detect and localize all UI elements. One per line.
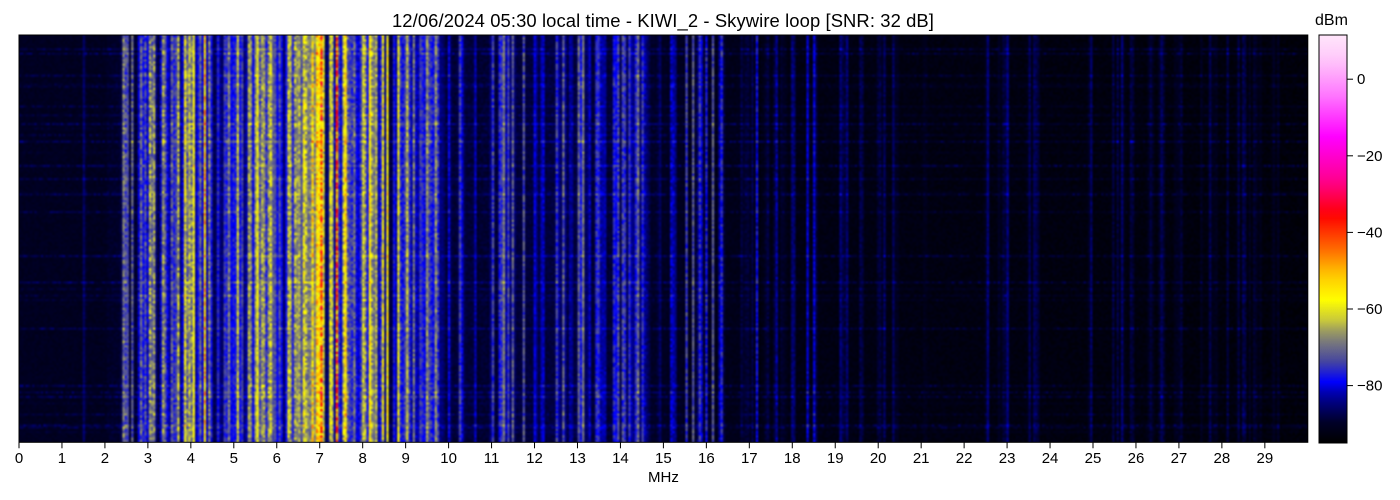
svg-text:10: 10 (440, 450, 457, 467)
svg-text:29: 29 (1256, 450, 1273, 467)
svg-text:21: 21 (913, 450, 930, 467)
svg-text:1: 1 (58, 450, 66, 467)
svg-text:23: 23 (999, 450, 1016, 467)
svg-text:8: 8 (359, 450, 367, 467)
svg-text:6: 6 (273, 450, 281, 467)
svg-text:9: 9 (401, 450, 409, 467)
svg-text:14: 14 (612, 450, 629, 467)
svg-text:18: 18 (784, 450, 801, 467)
svg-text:16: 16 (698, 450, 715, 467)
svg-text:3: 3 (144, 450, 152, 467)
svg-text:13: 13 (569, 450, 586, 467)
svg-text:17: 17 (741, 450, 758, 467)
svg-text:−40: −40 (1357, 224, 1382, 241)
svg-text:11: 11 (484, 450, 500, 467)
svg-text:26: 26 (1128, 450, 1145, 467)
svg-text:20: 20 (870, 450, 887, 467)
svg-text:−60: −60 (1357, 301, 1382, 318)
svg-text:27: 27 (1171, 450, 1188, 467)
svg-text:2: 2 (101, 450, 109, 467)
svg-text:25: 25 (1085, 450, 1102, 467)
svg-text:−80: −80 (1357, 378, 1382, 395)
svg-text:4: 4 (187, 450, 195, 467)
svg-text:5: 5 (230, 450, 238, 467)
svg-text:28: 28 (1214, 450, 1231, 467)
svg-text:0: 0 (1357, 71, 1365, 88)
svg-text:0: 0 (15, 450, 23, 467)
svg-text:19: 19 (827, 450, 844, 467)
svg-text:24: 24 (1042, 450, 1059, 467)
svg-text:−20: −20 (1357, 148, 1382, 165)
svg-text:22: 22 (956, 450, 973, 467)
svg-text:12: 12 (526, 450, 543, 467)
svg-text:15: 15 (655, 450, 672, 467)
svg-text:7: 7 (316, 450, 324, 467)
